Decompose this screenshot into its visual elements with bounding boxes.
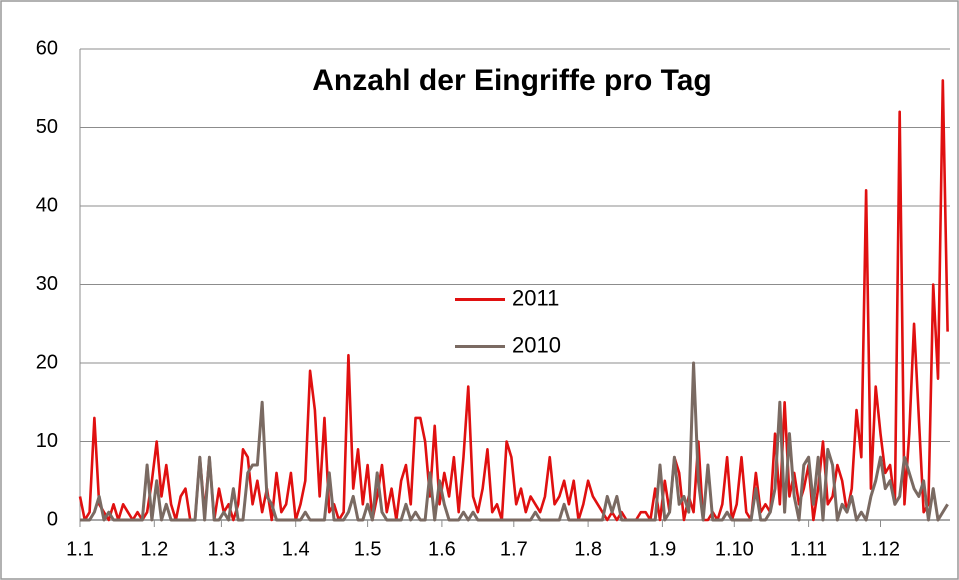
x-tick-label: 1.2 <box>140 538 168 560</box>
x-tick-label: 1.7 <box>500 538 528 560</box>
x-tick-label: 1.3 <box>207 538 235 560</box>
plot-lines <box>78 79 949 522</box>
x-tick-label: 1.5 <box>354 538 382 560</box>
x-tick-label: 1.6 <box>428 538 456 560</box>
y-tick-label: 30 <box>36 273 58 295</box>
y-tick-label: 0 <box>47 508 58 530</box>
legend-label: 2010 <box>512 332 561 357</box>
y-tick-label: 10 <box>36 430 58 452</box>
chart-title: Anzahl der Eingriffe pro Tag <box>312 64 711 97</box>
x-tick-label: 1.11 <box>790 538 827 560</box>
y-tick-label: 20 <box>36 351 58 373</box>
legend: 2011 2010 <box>455 285 561 357</box>
x-tick-label: 1.9 <box>648 538 676 560</box>
x-tick-label: 1.8 <box>574 538 602 560</box>
x-tick-label: 1.4 <box>282 538 310 560</box>
y-tick-label: 40 <box>36 194 58 216</box>
y-tick-label: 60 <box>36 37 58 59</box>
x-tick-label: 1.1 <box>66 538 94 560</box>
legend-label: 2011 <box>512 285 559 310</box>
x-tick-label: 1.10 <box>715 538 754 560</box>
y-tick-label: 50 <box>36 116 58 138</box>
series-line <box>80 361 949 522</box>
x-tick-label: 1.12 <box>861 538 900 560</box>
